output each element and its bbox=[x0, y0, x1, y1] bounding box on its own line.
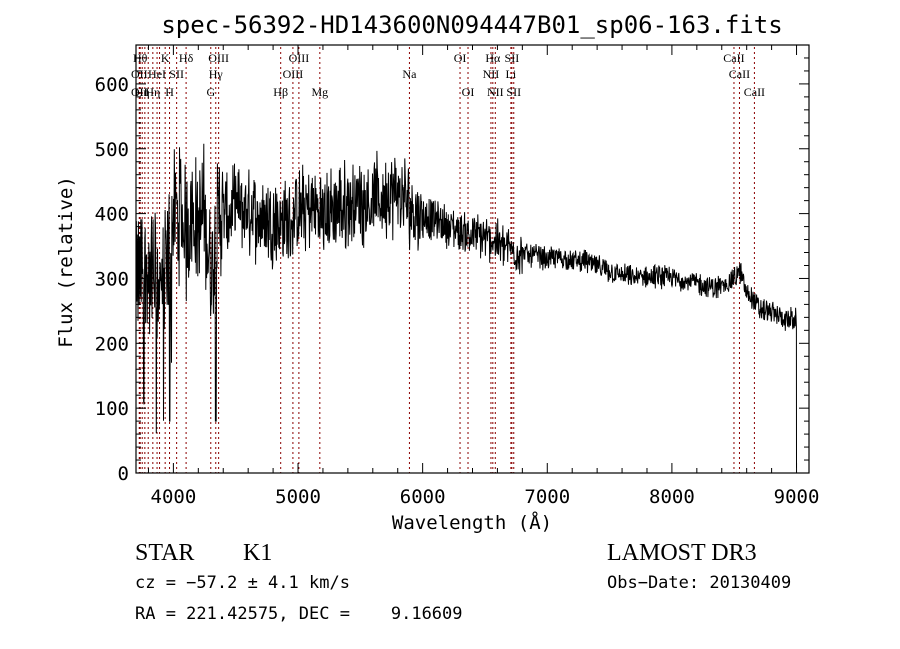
spectral-line-label: CaII bbox=[723, 51, 744, 65]
spectral-line-label: K bbox=[161, 51, 170, 65]
spectral-line-label: SII bbox=[506, 85, 521, 99]
y-axis-label: Flux (relative) bbox=[55, 176, 77, 348]
spectral-line-label: Hβ bbox=[273, 85, 288, 99]
spectral-line-label: Hγ bbox=[209, 67, 224, 81]
y-tick-label: 200 bbox=[95, 333, 129, 355]
spectral-line-label: H bbox=[165, 85, 174, 99]
y-tick-label: 600 bbox=[95, 74, 129, 96]
spectral-line-label: HeI bbox=[148, 67, 166, 81]
spectral-line-label: SII bbox=[169, 67, 184, 81]
spectral-line-label: Li bbox=[506, 67, 517, 81]
y-tick-label: 0 bbox=[118, 463, 129, 485]
x-tick-label: 8000 bbox=[649, 486, 695, 508]
x-axis-label: Wavelength (Å) bbox=[392, 511, 552, 534]
y-tick-label: 300 bbox=[95, 268, 129, 290]
object-subclass: K1 bbox=[243, 540, 272, 566]
object-class: STAR bbox=[135, 540, 194, 566]
x-tick-label: 7000 bbox=[524, 486, 570, 508]
plot-frame bbox=[135, 44, 810, 474]
spectral-line-label: OI bbox=[454, 51, 467, 65]
y-axis-ticks: 0 100 200 300 400 500 600 bbox=[95, 57, 809, 485]
x-tick-label: 6000 bbox=[400, 486, 446, 508]
spectral-line-label: G bbox=[206, 85, 215, 99]
spectral-line-label: CaII bbox=[744, 85, 765, 99]
x-tick-label: 9000 bbox=[774, 486, 820, 508]
spectral-line-label: Mg bbox=[311, 85, 328, 99]
x-axis-ticks: 4000 5000 6000 7000 8000 9000 bbox=[147, 45, 820, 508]
x-tick-label: 5000 bbox=[275, 486, 321, 508]
spectral-line-label: Na bbox=[402, 67, 417, 81]
x-tick-label: 4000 bbox=[151, 486, 197, 508]
spectral-line-label: OIII bbox=[208, 51, 229, 65]
y-tick-label: 100 bbox=[95, 398, 129, 420]
spectral-line-label: Hδ bbox=[179, 51, 194, 65]
spectral-line-markers bbox=[138, 47, 755, 473]
spectral-line-label: NII bbox=[483, 67, 500, 81]
y-tick-label: 400 bbox=[95, 204, 129, 226]
survey-label: LAMOST DR3 bbox=[607, 540, 757, 566]
y-tick-label: 500 bbox=[95, 139, 129, 161]
spectral-line-label: OII bbox=[131, 85, 148, 99]
spectral-line-labels: HθOIIOIIHηHηHeIKHSIIHδGHγOIIIHβOIIIOIIIM… bbox=[131, 51, 765, 99]
spectral-line-label: SII bbox=[505, 51, 520, 65]
spectral-line-label: OII bbox=[131, 67, 148, 81]
spectrum-line bbox=[135, 143, 797, 468]
chart-title: spec-56392-HD143600N094447B01_sp06-163.f… bbox=[161, 11, 782, 39]
spectral-line-label: Hη bbox=[145, 85, 160, 99]
spectral-line-label: Hα bbox=[485, 51, 501, 65]
observation-date: Obs−Date: 20130409 bbox=[607, 573, 791, 593]
spectral-line-label: OIII bbox=[283, 67, 304, 81]
spectral-line-label: NII bbox=[487, 85, 504, 99]
ra-dec-coordinates: RA = 221.42575, DEC = 9.16609 bbox=[135, 604, 463, 624]
spectral-line-label: CaII bbox=[729, 67, 750, 81]
spectral-line-label: OI bbox=[462, 85, 475, 99]
spectral-line-label: Hη bbox=[135, 85, 150, 99]
spectral-line-label: OIII bbox=[289, 51, 310, 65]
redshift-cz: cz = −57.2 ± 4.1 km/s bbox=[135, 573, 350, 593]
